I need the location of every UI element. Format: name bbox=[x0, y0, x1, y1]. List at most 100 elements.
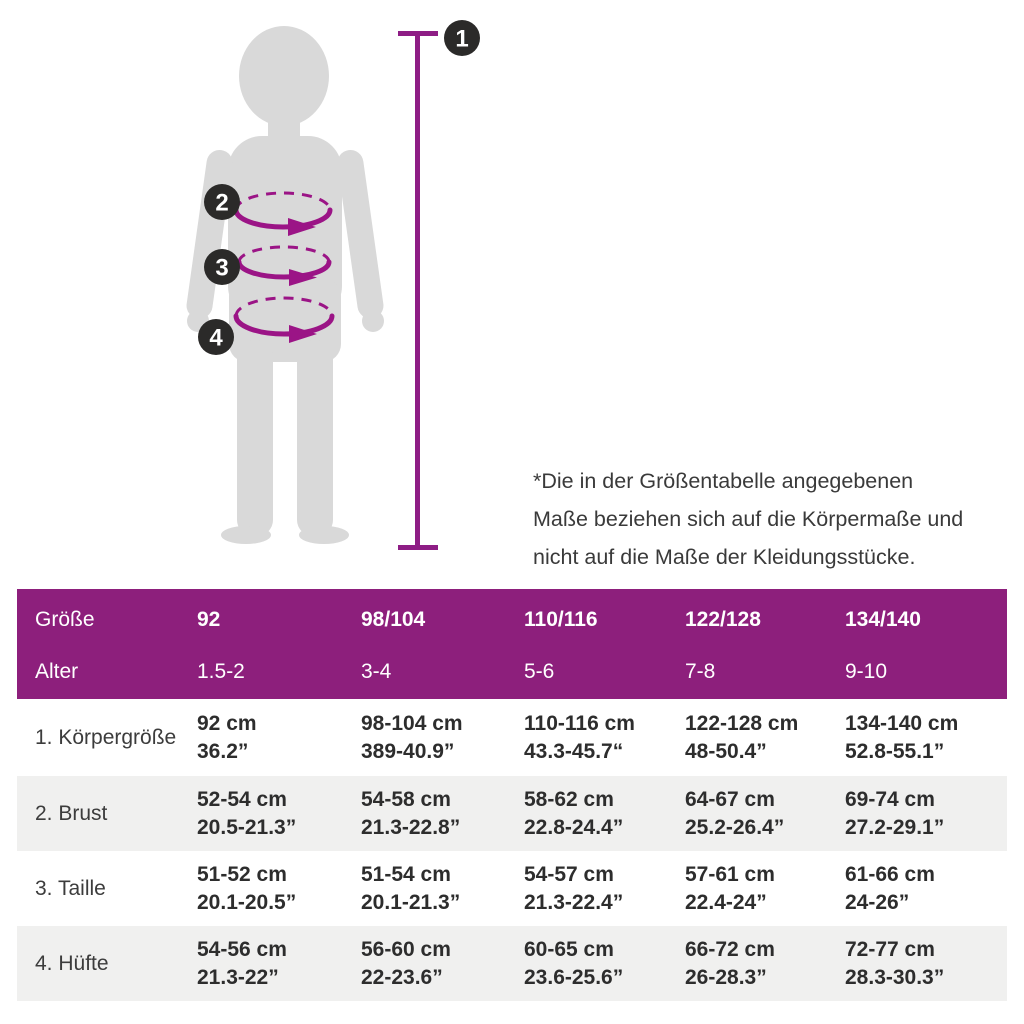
table-cell: 69-74 cm 27.2-29.1” bbox=[845, 776, 1007, 851]
child-silhouette-icon bbox=[186, 26, 384, 544]
table-cell: 60-65 cm 23.6-25.6” bbox=[524, 926, 685, 1001]
table-cell: 134-140 cm 52.8-55.1” bbox=[845, 699, 1007, 776]
measurement-figure: 1 2 3 4 bbox=[186, 20, 480, 550]
table-cell: 92 cm 36.2” bbox=[197, 699, 361, 776]
header-col-110-116: 110/116 5-6 bbox=[524, 589, 685, 699]
cell-cm-value: 54-56 cm bbox=[197, 937, 287, 961]
table-cell: 64-67 cm 25.2-26.4” bbox=[685, 776, 845, 851]
cell-inch-value: 21.3-22” bbox=[197, 965, 279, 989]
row-label: 3. Taille bbox=[35, 876, 106, 900]
cell-cm-value: 61-66 cm bbox=[845, 862, 935, 886]
table-cell: 54-58 cm 21.3-22.8” bbox=[361, 776, 524, 851]
cell-cm-value: 69-74 cm bbox=[845, 787, 935, 811]
table-cell: 51-54 cm 20.1-21.3” bbox=[361, 851, 524, 926]
cell-inch-value: 22-23.6” bbox=[361, 965, 443, 989]
size-row-label: Größe bbox=[35, 608, 95, 631]
cell-cm-value: 60-65 cm bbox=[524, 937, 614, 961]
cell-cm-value: 72-77 cm bbox=[845, 937, 935, 961]
age-value: 3-4 bbox=[361, 660, 392, 683]
table-cell: 52-54 cm 20.5-21.3” bbox=[197, 776, 361, 851]
cell-inch-value: 20.1-20.5” bbox=[197, 890, 297, 914]
cell-inch-value: 20.1-21.3” bbox=[361, 890, 461, 914]
cell-cm-value: 110-116 cm bbox=[524, 711, 635, 735]
badge-3: 3 bbox=[204, 249, 240, 285]
cell-cm-value: 98-104 cm bbox=[361, 711, 463, 735]
badge-1-number: 1 bbox=[455, 26, 468, 53]
cell-inch-value: 24-26” bbox=[845, 890, 910, 914]
header-label-cell: Größe Alter bbox=[17, 589, 197, 699]
height-measure-line bbox=[398, 31, 438, 550]
header-col-92: 92 1.5-2 bbox=[197, 589, 361, 699]
table-row-huefte: 4. Hüfte 54-56 cm 21.3-22” 56-60 cm 22-2… bbox=[17, 926, 1007, 1001]
cell-cm-value: 56-60 cm bbox=[361, 937, 451, 961]
badge-4-number: 4 bbox=[209, 325, 223, 352]
age-row-label: Alter bbox=[35, 660, 79, 683]
chest-tape-icon bbox=[233, 191, 333, 236]
cell-inch-value: 36.2” bbox=[197, 739, 249, 763]
table-row-taille: 3. Taille 51-52 cm 20.1-20.5” 51-54 cm 2… bbox=[17, 851, 1007, 926]
cell-inch-value: 25.2-26.4” bbox=[685, 815, 785, 839]
cell-cm-value: 134-140 cm bbox=[845, 711, 959, 735]
cell-inch-value: 43.3-45.7“ bbox=[524, 739, 624, 763]
header-col-134-140: 134/140 9-10 bbox=[845, 589, 1007, 699]
cell-cm-value: 66-72 cm bbox=[685, 937, 775, 961]
cell-cm-value: 64-67 cm bbox=[685, 787, 775, 811]
badge-4: 4 bbox=[198, 319, 234, 355]
cell-cm-value: 57-61 cm bbox=[685, 862, 775, 886]
cell-cm-value: 54-58 cm bbox=[361, 787, 451, 811]
cell-inch-value: 20.5-21.3” bbox=[197, 815, 297, 839]
table-cell: 58-62 cm 22.8-24.4” bbox=[524, 776, 685, 851]
cell-inch-value: 48-50.4” bbox=[685, 739, 767, 763]
cell-cm-value: 122-128 cm bbox=[685, 711, 799, 735]
size-value: 92 bbox=[197, 608, 221, 631]
cell-inch-value: 21.3-22.8” bbox=[361, 815, 461, 839]
cell-inch-value: 389-40.9” bbox=[361, 739, 455, 763]
age-value: 5-6 bbox=[524, 660, 555, 683]
table-cell: 54-57 cm 21.3-22.4” bbox=[524, 851, 685, 926]
table-row-brust: 2. Brust 52-54 cm 20.5-21.3” 54-58 cm 21… bbox=[17, 776, 1007, 851]
row-label: 1. Körpergröße bbox=[35, 725, 177, 749]
cell-inch-value: 28.3-30.3” bbox=[845, 965, 945, 989]
note-line-1: *Die in der Größentabelle angegebenen bbox=[533, 469, 914, 493]
age-value: 7-8 bbox=[685, 660, 716, 683]
cell-cm-value: 52-54 cm bbox=[197, 787, 287, 811]
size-value: 98/104 bbox=[361, 608, 426, 631]
table-cell: 110-116 cm 43.3-45.7“ bbox=[524, 699, 685, 776]
badge-2-number: 2 bbox=[215, 190, 228, 217]
cell-cm-value: 51-52 cm bbox=[197, 862, 287, 886]
size-table-header: Größe Alter 92 1.5-2 98/104 3-4 110/116 … bbox=[17, 589, 1007, 699]
cell-inch-value: 27.2-29.1” bbox=[845, 815, 945, 839]
table-cell: 56-60 cm 22-23.6” bbox=[361, 926, 524, 1001]
cell-inch-value: 26-28.3” bbox=[685, 965, 767, 989]
table-cell: 54-56 cm 21.3-22” bbox=[197, 926, 361, 1001]
cell-cm-value: 92 cm bbox=[197, 711, 257, 735]
cell-inch-value: 21.3-22.4” bbox=[524, 890, 624, 914]
badge-1: 1 bbox=[444, 20, 480, 56]
note-line-3: nicht auf die Maße der Kleidungsstücke. bbox=[533, 545, 916, 569]
row-label: 2. Brust bbox=[35, 801, 108, 825]
age-value: 9-10 bbox=[845, 660, 888, 683]
cell-cm-value: 58-62 cm bbox=[524, 787, 614, 811]
cell-inch-value: 23.6-25.6” bbox=[524, 965, 624, 989]
badge-3-number: 3 bbox=[215, 255, 228, 282]
table-cell: 57-61 cm 22.4-24” bbox=[685, 851, 845, 926]
hip-tape-icon bbox=[233, 296, 335, 343]
table-cell: 72-77 cm 28.3-30.3” bbox=[845, 926, 1007, 1001]
age-value: 1.5-2 bbox=[197, 660, 245, 683]
header-col-122-128: 122/128 7-8 bbox=[685, 589, 845, 699]
note-line-2: Maße beziehen sich auf die Körpermaße un… bbox=[533, 507, 964, 531]
size-value: 134/140 bbox=[845, 608, 921, 631]
cell-inch-value: 22.8-24.4” bbox=[524, 815, 624, 839]
size-value: 110/116 bbox=[524, 608, 598, 631]
measurement-disclaimer-note: *Die in der Größentabelle angegebenen Ma… bbox=[533, 462, 1003, 576]
cell-inch-value: 22.4-24” bbox=[685, 890, 767, 914]
badge-2: 2 bbox=[204, 184, 240, 220]
table-cell: 98-104 cm 389-40.9” bbox=[361, 699, 524, 776]
size-value: 122/128 bbox=[685, 608, 761, 631]
row-label: 4. Hüfte bbox=[35, 951, 109, 975]
table-row-koerpergroesse: 1. Körpergröße 92 cm 36.2” 98-104 cm 389… bbox=[17, 699, 1007, 776]
table-cell: 51-52 cm 20.1-20.5” bbox=[197, 851, 361, 926]
table-cell: 61-66 cm 24-26” bbox=[845, 851, 1007, 926]
header-col-98-104: 98/104 3-4 bbox=[361, 589, 524, 699]
